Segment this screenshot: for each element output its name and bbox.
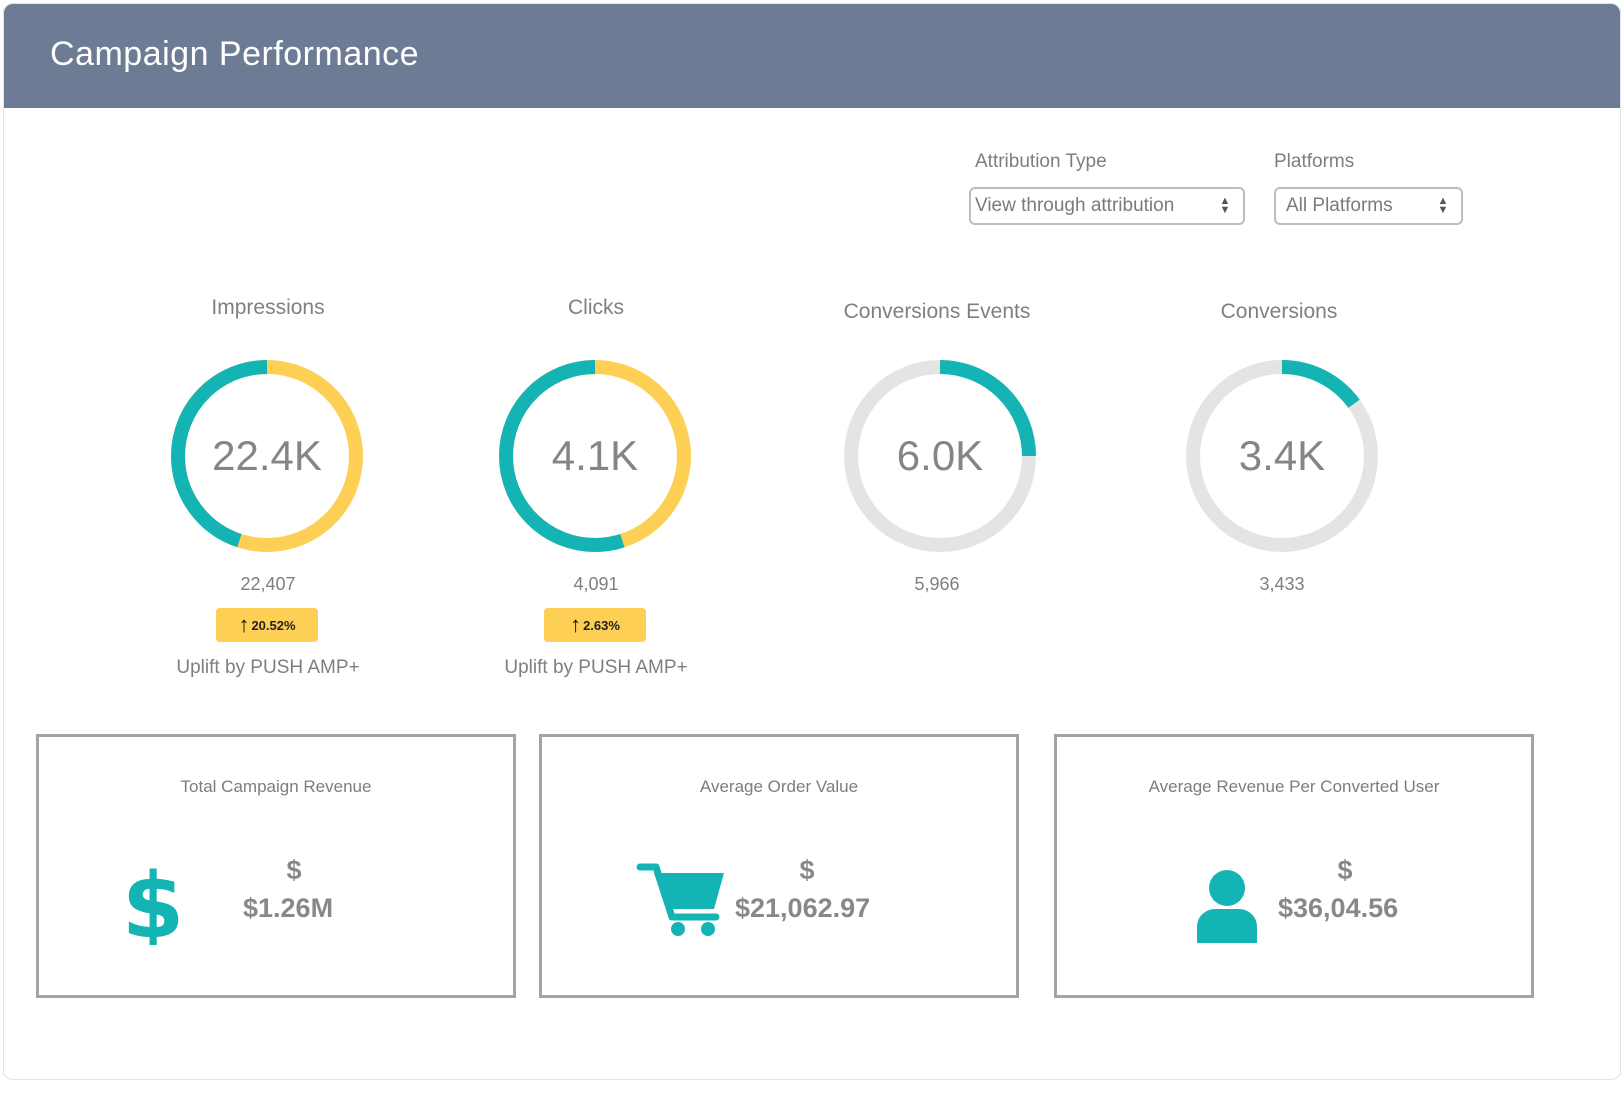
arrow-up-icon: ↑ <box>238 612 250 637</box>
card-currency: $ <box>799 855 815 885</box>
dollar-icon: $ <box>125 861 181 945</box>
page-title: Campaign Performance <box>50 35 420 73</box>
clicks-uplift-label: Uplift by PUSH AMP+ <box>504 657 688 678</box>
card-value: $36,04.56 <box>1278 893 1399 923</box>
metric-title-impressions: Impressions <box>211 296 325 319</box>
select-arrows-icon: ▲ ▼ <box>1219 195 1231 216</box>
panel-header: Campaign Performance <box>4 4 1620 108</box>
card-average-revenue-per-user: Average Revenue Per Converted User $ $36… <box>1054 734 1534 998</box>
svg-text:$: $ <box>125 861 181 945</box>
card-currency: $ <box>286 855 302 885</box>
card-value: $1.26M <box>243 893 334 923</box>
card-average-order-value: Average Order Value $ $21,062.97 <box>539 734 1019 998</box>
impressions-display-value: 22.4K <box>212 432 322 479</box>
attribution-type-select[interactable]: View through attribution ▲ ▼ <box>969 187 1245 225</box>
attribution-type-value: View through attribution <box>975 195 1175 216</box>
card-value: $21,062.97 <box>735 893 871 923</box>
donut-teal-arc <box>1186 360 1378 552</box>
metric-title-conversions: Conversions <box>1220 300 1338 323</box>
platforms-value: All Platforms <box>1286 195 1393 216</box>
clicks-donut: 4.1K <box>493 354 697 558</box>
clicks-uplift-badge: ↑ 2.63% <box>544 608 646 642</box>
clicks-count: 4,091 <box>573 574 619 594</box>
conversion-events-count: 5,966 <box>914 574 960 594</box>
attribution-type-label: Attribution Type <box>975 151 1107 172</box>
campaign-performance-panel: Campaign Performance Attribution Type Vi… <box>3 3 1621 1080</box>
metric-title-conversion-events: Conversions Events <box>843 300 1031 323</box>
conversions-donut: 3.4K <box>1180 354 1384 558</box>
donut-teal-arc <box>171 360 363 552</box>
conversion-events-display-value: 6.0K <box>896 432 984 479</box>
clicks-display-value: 4.1K <box>551 432 639 479</box>
card-title: Total Campaign Revenue <box>180 777 372 796</box>
card-title: Average Revenue Per Converted User <box>1148 777 1440 796</box>
conversion-events-donut: 6.0K <box>838 354 1042 558</box>
user-icon <box>1197 870 1257 943</box>
select-arrows-icon: ▲ ▼ <box>1437 195 1449 216</box>
donut-teal-arc <box>844 360 1036 552</box>
impressions-uplift-badge: ↑ 20.52% <box>216 608 318 642</box>
cart-icon <box>636 863 724 936</box>
impressions-count: 22,407 <box>240 574 296 594</box>
clicks-uplift-pct: 2.63% <box>583 617 620 633</box>
impressions-donut: 22.4K <box>165 354 369 558</box>
card-currency: $ <box>1337 855 1353 885</box>
metric-title-clicks: Clicks <box>568 296 624 319</box>
platforms-label: Platforms <box>1274 151 1355 172</box>
conversions-count: 3,433 <box>1259 574 1305 594</box>
donut-teal-arc <box>499 360 691 552</box>
impressions-uplift-label: Uplift by PUSH AMP+ <box>176 657 360 678</box>
conversions-display-value: 3.4K <box>1238 432 1326 479</box>
impressions-uplift-pct: 20.52% <box>251 617 296 633</box>
card-total-campaign-revenue: Total Campaign Revenue $ $ $1.26M <box>36 734 516 998</box>
platforms-select[interactable]: All Platforms ▲ ▼ <box>1274 187 1463 225</box>
card-title: Average Order Value <box>699 777 859 796</box>
arrow-up-icon: ↑ <box>570 612 582 637</box>
